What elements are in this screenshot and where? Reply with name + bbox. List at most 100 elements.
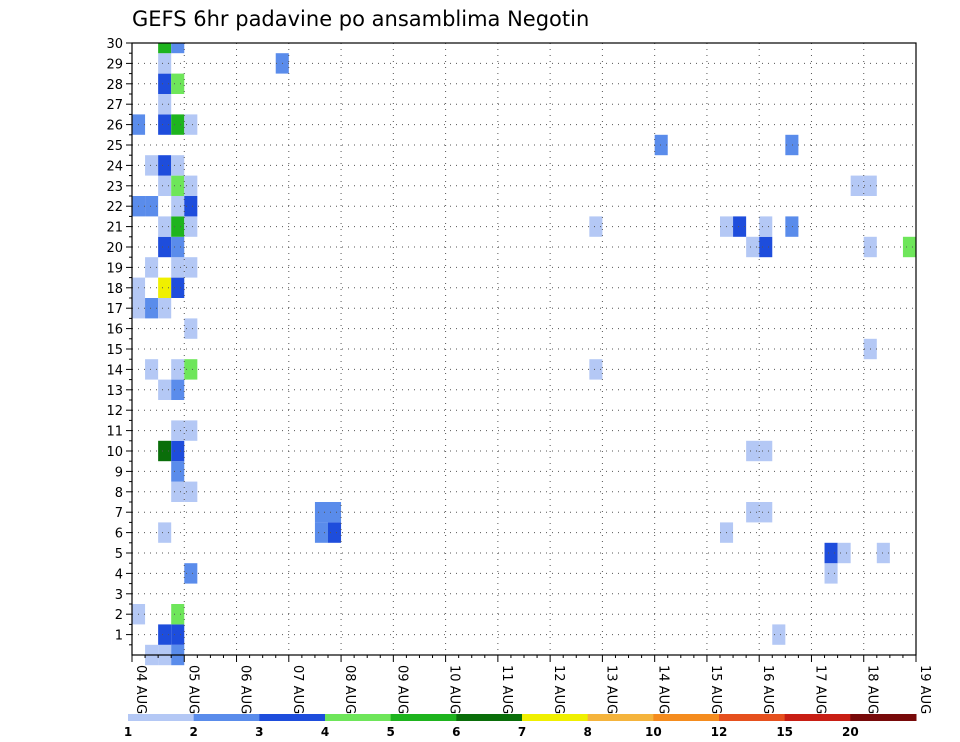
heatmap-cell	[184, 359, 198, 380]
heatmap-cell	[589, 359, 603, 380]
heatmap-cell	[158, 175, 172, 196]
y-tick-label: 7	[115, 506, 123, 521]
heatmap-cell	[772, 624, 786, 645]
colorbar-swatch	[653, 714, 720, 721]
heatmap-cell	[145, 196, 159, 217]
heatmap-cell	[158, 236, 172, 258]
heatmap-cell	[759, 440, 773, 462]
heatmap-cell	[171, 604, 185, 625]
colorbar-swatch	[325, 714, 392, 721]
heatmap-cell	[171, 155, 185, 176]
y-tick-label: 25	[106, 139, 123, 154]
y-tick-label: 9	[115, 465, 123, 480]
x-tick-label: 06 AUG	[238, 665, 253, 714]
y-tick-label: 3	[115, 588, 123, 603]
heatmap-cell	[902, 236, 916, 258]
colorbar-label: 6	[452, 725, 460, 739]
heatmap-cell	[171, 277, 185, 298]
x-tick-label: 16 AUG	[760, 665, 775, 714]
y-axis: 1234567891011121314151617181920212223242…	[106, 37, 132, 646]
colorbar-label: 3	[255, 725, 263, 739]
y-tick-label: 17	[106, 302, 123, 317]
heatmap-cell	[171, 175, 185, 196]
heatmap-cell	[184, 216, 198, 237]
x-tick-label: 11 AUG	[499, 665, 514, 714]
heatmap-cell	[837, 542, 851, 564]
heatmap-cell	[328, 522, 342, 543]
heatmap-cell	[654, 134, 668, 156]
heatmap-cell	[184, 196, 198, 217]
chart-title: GEFS 6hr padavine po ansamblima Negotin	[132, 7, 589, 31]
y-tick-label: 10	[106, 445, 123, 460]
y-tick-label: 18	[106, 282, 123, 297]
x-tick-label: 17 AUG	[812, 665, 827, 714]
x-tick-label: 05 AUG	[185, 665, 200, 714]
x-tick-label: 13 AUG	[603, 665, 618, 714]
heatmap-cell	[158, 624, 172, 645]
heatmap-cell	[171, 43, 185, 54]
heatmap-cell	[314, 502, 328, 523]
colorbar-label: 7	[518, 725, 526, 739]
y-tick-label: 6	[115, 527, 123, 542]
heatmap-cell	[158, 440, 172, 462]
heatmap-cell	[184, 114, 198, 135]
colorbar-swatch	[390, 714, 457, 721]
heatmap-cell	[158, 114, 172, 135]
x-tick-label: 09 AUG	[394, 665, 409, 714]
colorbar-label: 4	[321, 725, 329, 739]
colorbar-swatch	[456, 714, 523, 721]
colorbar-legend: 1 2 3 4 5 6 7 8 10 12 15 20	[124, 714, 917, 739]
heatmap-cell	[171, 114, 185, 135]
y-tick-label: 15	[106, 343, 123, 358]
heatmap-cell	[184, 318, 198, 339]
heatmap-cell	[746, 502, 760, 523]
y-tick-label: 11	[106, 425, 123, 440]
x-tick-label: 19 AUG	[917, 665, 932, 714]
heatmap-cell	[171, 379, 185, 400]
heatmap-cell	[824, 563, 838, 584]
y-tick-label: 24	[106, 159, 123, 174]
heatmap-cell	[158, 379, 172, 400]
colorbar-label: 20	[842, 725, 859, 739]
y-tick-label: 19	[106, 261, 123, 276]
y-tick-label: 27	[106, 98, 123, 113]
heatmap-cell	[876, 542, 890, 564]
colorbar-swatch	[850, 714, 917, 721]
y-tick-label: 2	[115, 608, 123, 623]
heatmap-cell	[184, 257, 198, 278]
colorbar-label: 1	[124, 725, 132, 739]
heatmap-cell	[171, 481, 185, 502]
heatmap-cell	[171, 257, 185, 278]
colorbar-label: 2	[189, 725, 197, 739]
heatmap-cell	[171, 236, 185, 258]
heatmap-cell	[171, 359, 185, 380]
colorbar-swatch	[587, 714, 654, 721]
heatmap-cell	[785, 134, 799, 156]
heatmap-cell	[171, 624, 185, 645]
x-tick-label: 15 AUG	[708, 665, 723, 714]
heatmap-cell	[171, 420, 185, 441]
colorbar-label: 15	[776, 725, 793, 739]
y-tick-label: 8	[115, 486, 123, 501]
heatmap-cell	[746, 236, 760, 258]
y-tick-label: 13	[106, 384, 123, 399]
gridlines	[132, 43, 916, 655]
x-tick-label: 18 AUG	[865, 665, 880, 714]
y-tick-label: 26	[106, 119, 123, 134]
heatmap-cell	[158, 53, 172, 74]
heatmap-cell	[145, 359, 159, 380]
colorbar-swatch	[128, 714, 195, 721]
x-tick-label: 10 AUG	[447, 665, 462, 714]
heatmap-cells	[132, 43, 916, 666]
y-tick-label: 28	[106, 78, 123, 93]
y-tick-label: 29	[106, 57, 123, 72]
heatmap-cell	[759, 236, 773, 258]
heatmap-cell	[184, 175, 198, 196]
y-tick-label: 22	[106, 200, 123, 215]
y-tick-label: 12	[106, 404, 123, 419]
heatmap-cell	[158, 277, 172, 298]
colorbar-label: 5	[386, 725, 394, 739]
heatmap-cell	[328, 502, 342, 523]
heatmap-cell	[733, 216, 747, 237]
